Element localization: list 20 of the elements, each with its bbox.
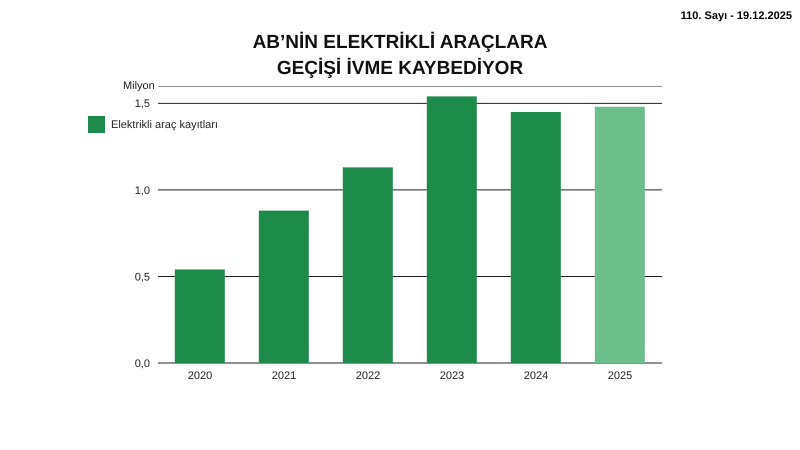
y-tick-label: 1,0 (134, 184, 150, 197)
bar (174, 270, 225, 363)
x-tick-label: 2023 (440, 370, 464, 382)
x-tick-label: 2025 (608, 370, 632, 382)
text: 110. Sayı - 19.12.2025 (680, 10, 792, 22)
x-tick-label: 2022 (356, 370, 380, 382)
y-axis-title: Milyon (123, 80, 155, 92)
chart-title: AB’NİN ELEKTRİKLİ ARAÇLARA GEÇİŞİ İVME KAYBEDİYOR (252, 30, 548, 81)
x-tick-label: 2021 (272, 370, 296, 382)
bar (594, 106, 645, 363)
bar (426, 96, 477, 363)
y-tick-label: 0,5 (134, 271, 150, 284)
bar (258, 210, 309, 363)
bar (342, 167, 393, 363)
y-tick-label: 0,0 (134, 358, 150, 370)
y-tick-label: 1,5 (134, 98, 150, 110)
x-tick-label: 2020 (188, 370, 212, 382)
bar (510, 112, 561, 363)
legend-label: Elektrikli araç kayıtları (110, 118, 219, 132)
x-tick-label: 2024 (524, 370, 548, 382)
